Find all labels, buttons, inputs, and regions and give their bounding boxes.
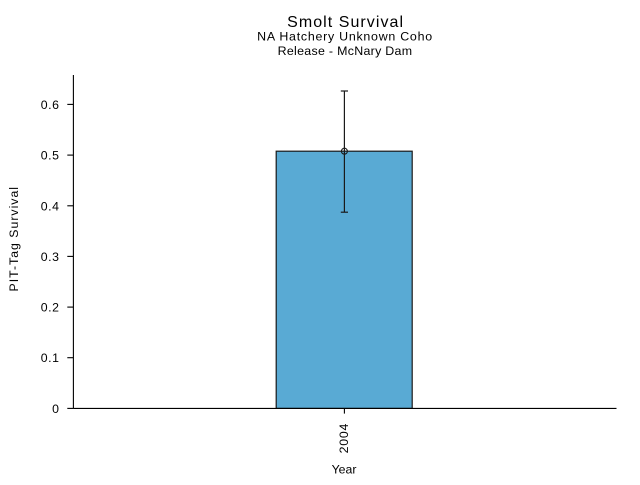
svg-text:Smolt Survival: Smolt Survival [287,14,404,31]
svg-text:Release - McNary Dam: Release - McNary Dam [278,44,413,58]
svg-text:0.5: 0.5 [41,149,60,163]
svg-text:0.2: 0.2 [41,301,60,315]
svg-text:0.6: 0.6 [41,98,60,112]
svg-text:2004: 2004 [337,423,351,454]
svg-text:NA Hatchery Unknown Coho: NA Hatchery Unknown Coho [257,29,433,43]
svg-text:0.3: 0.3 [41,250,60,264]
svg-text:Year: Year [332,463,357,477]
svg-text:0.4: 0.4 [41,199,60,213]
svg-text:PIT-Tag Survival: PIT-Tag Survival [7,186,21,292]
svg-text:0: 0 [52,402,59,416]
svg-text:0.1: 0.1 [41,351,60,365]
